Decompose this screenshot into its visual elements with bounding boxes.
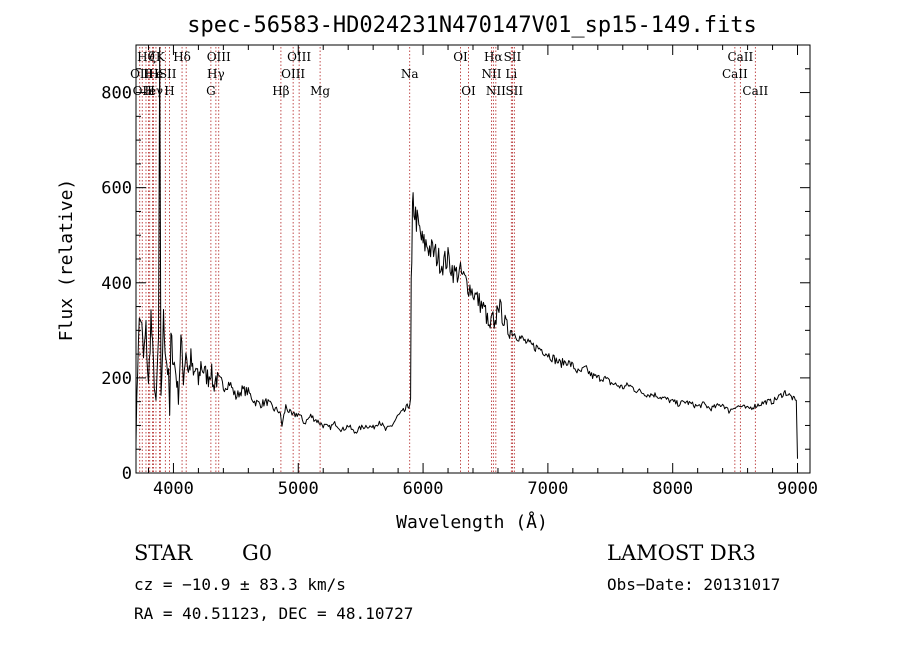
spectral-line-label: H — [148, 67, 158, 81]
object-class: STAR — [134, 541, 193, 565]
spectral-line-label: OI — [453, 50, 468, 64]
y-tick-label: 400 — [101, 274, 132, 294]
spectral-line-label: NII — [481, 67, 501, 81]
y-tick-label: 200 — [101, 369, 132, 389]
spectral-line-label: eγ — [149, 84, 163, 98]
spectral-line-label: Li — [505, 67, 517, 81]
x-tick-label: 7000 — [527, 479, 568, 499]
spectral-line-label: CaII — [742, 84, 768, 98]
spectral-line-label: ζ — [149, 50, 156, 64]
spectral-line-label: Hγ — [207, 67, 225, 81]
observation-date: Obs−Date: 20131017 — [607, 575, 780, 594]
spectral-line-label: H — [164, 84, 174, 98]
y-tick-label: 0 — [122, 464, 132, 484]
spectral-line-label: OIII — [281, 67, 305, 81]
spectral-line-label: Hθ — [137, 50, 155, 64]
spectral-line-label: CaII — [727, 50, 753, 64]
spectral-line-label: OII — [130, 67, 150, 81]
spectral-line-label: H — [144, 84, 154, 98]
plot-frame — [135, 44, 811, 474]
x-tick-label: 9000 — [777, 479, 818, 499]
spectral-line-label: Na — [401, 67, 419, 81]
y-tick-label: 600 — [101, 179, 132, 199]
y-tick-label: 800 — [101, 84, 132, 104]
spectral-subclass: G0 — [242, 541, 272, 565]
spectral-line-label: Mg — [310, 84, 330, 98]
spectral-line-label: Hβ — [272, 84, 289, 98]
x-axis-label: Wavelength (Å) — [396, 511, 548, 533]
chart-title: spec-56583-HD024231N470147V01_sp15-149.f… — [187, 13, 757, 38]
spectral-line-label: OIII — [287, 50, 311, 64]
spectral-line-label: ISII — [154, 67, 177, 81]
spectral-line-labels: OIIOIIHθHHζHeγeKISIIHHδGHγOIIIHβOIIIOIII… — [130, 50, 768, 98]
spectral-line-label: OI — [461, 84, 476, 98]
spectral-line-label: Hδ — [173, 50, 191, 64]
x-tick-label: 4000 — [153, 479, 194, 499]
axis-ticks: 4000 5000 6000 7000 8000 9000 0 200 400 600 800 — [101, 44, 818, 499]
spectral-line-label: H — [143, 67, 153, 81]
flux-series — [135, 47, 798, 459]
spectral-line-label: Hα — [484, 50, 503, 64]
x-tick-label: 5000 — [278, 479, 319, 499]
sky-coordinates: RA = 40.51123, DEC = 48.10727 — [134, 604, 413, 623]
x-tick-label: 8000 — [652, 479, 693, 499]
x-tick-label: 6000 — [403, 479, 444, 499]
spectral-line-label: OII — [133, 84, 153, 98]
y-axis-label: Flux (relative) — [56, 179, 77, 342]
flux-series-line — [135, 47, 798, 459]
survey-name: LAMOST DR3 — [607, 541, 756, 565]
spectral-line-label: OIII — [207, 50, 231, 64]
redshift-velocity: cz = −10.9 ± 83.3 km/s — [134, 575, 346, 594]
spectral-line-label: SII — [504, 50, 522, 64]
spectral-line-label: CaII — [722, 67, 748, 81]
spectral-line-label: G — [206, 84, 216, 98]
spectral-line-label: K — [156, 50, 166, 64]
spectral-line-label: SII — [505, 84, 523, 98]
spectral-line-markers — [139, 47, 756, 473]
spectral-line-label: NII — [486, 84, 506, 98]
